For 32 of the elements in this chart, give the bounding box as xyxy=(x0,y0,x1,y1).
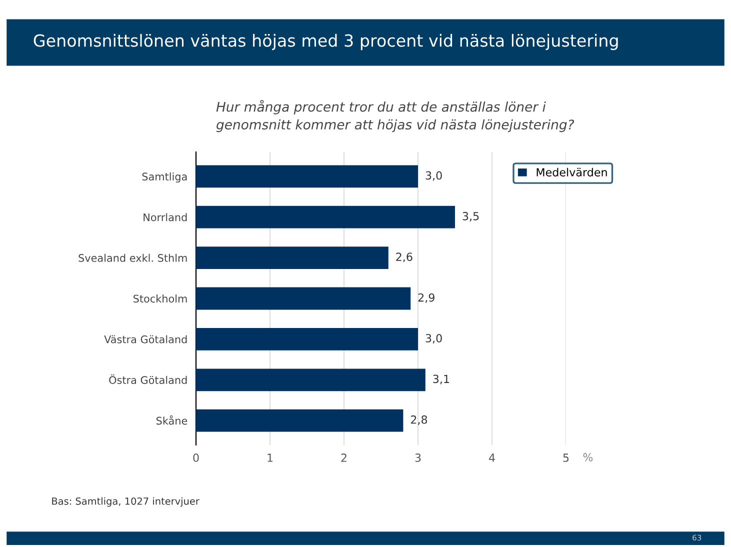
y-tick-label: Norrland xyxy=(144,213,187,222)
x-tick-label: 2 xyxy=(341,454,346,462)
y-tick-label: Stockholm xyxy=(134,294,187,303)
data-label: 2,6 xyxy=(396,252,412,262)
data-label: 2,9 xyxy=(418,293,434,303)
bar xyxy=(196,328,418,350)
y-tick-label: Svealand exkl. Sthlm xyxy=(78,254,187,262)
y-tick-label: Västra Götaland xyxy=(104,335,187,344)
bar xyxy=(196,165,418,188)
bar xyxy=(196,368,426,392)
text: Bas: Samtliga, 1027 intervjuer xyxy=(52,497,200,507)
data-label: 3,1 xyxy=(433,374,449,384)
bar xyxy=(196,206,455,228)
bar xyxy=(196,409,404,432)
chart-title: Genomsnittslönen väntas höjas med 3 procent vid nästa lönejustering xyxy=(34,34,618,50)
legend-label: Medelvärden xyxy=(536,168,607,176)
y-tick-label: Östra Götaland xyxy=(109,374,187,384)
data-label: 3,0 xyxy=(426,334,442,344)
x-tick-label: 3 xyxy=(415,454,421,462)
data-label: 2,8 xyxy=(410,415,428,425)
x-tick-label: 1 xyxy=(268,454,273,462)
y-tick-label: Skåne xyxy=(156,415,188,425)
chart-subtitle: Hur många procent tror du att de anställas löner i genomsnitt kommer att höjas vid nästa lönejustering? xyxy=(216,100,574,132)
y-tick-label: Samtliga xyxy=(142,172,187,183)
x-tick-label: 0 xyxy=(193,454,199,462)
data-label: 3,5 xyxy=(462,212,479,222)
x-axis-title: % xyxy=(583,453,593,462)
bar xyxy=(196,246,388,269)
data-label: 3,0 xyxy=(426,171,442,181)
x-tick-label: 5 xyxy=(563,454,569,462)
bar xyxy=(196,287,411,310)
x-tick-label: 4 xyxy=(489,454,495,462)
